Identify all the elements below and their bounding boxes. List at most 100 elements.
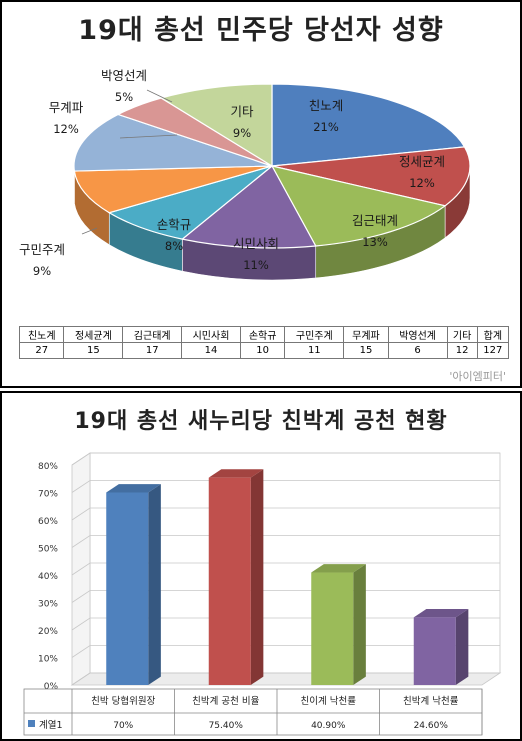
- y-tick-label: 70%: [38, 490, 58, 500]
- table-header-cell: 박영선계: [387, 326, 448, 343]
- bar-1: [208, 469, 264, 685]
- x-category-label: 친박계 낙천률: [403, 695, 459, 707]
- chart-title: 19대 총선 민주당 당선자 성향: [78, 15, 444, 46]
- chart-title: 19대 총선 새누리당 친박계 공천 현황: [74, 409, 448, 434]
- bar-front: [311, 572, 354, 685]
- pie-label-pct-6: 12%: [53, 122, 79, 136]
- pie-label-pct-5: 9%: [33, 264, 51, 278]
- pie-slice-3: [180, 165, 317, 249]
- bar-value-label: 40.90%: [311, 721, 346, 731]
- y-tick-label: 10%: [38, 655, 58, 665]
- pie-slice-6: [73, 113, 273, 172]
- pie-slice-1: [271, 146, 471, 207]
- pie-label-pct-3: 11%: [243, 258, 269, 272]
- y-tick-label: 60%: [38, 517, 58, 527]
- table-value-cell: 6: [387, 342, 448, 359]
- data-table: 친노계 정세균계 김근태계 시민사회 손학규 구민주계 무계파 박영선계 기타 합계 27 15 17…: [18, 326, 510, 359]
- table-header-cell: 무계파: [343, 326, 389, 343]
- leader-line-2: [81, 227, 98, 235]
- table-header-cell: 손학규: [239, 326, 286, 343]
- table-value-cell: 27: [18, 342, 65, 359]
- gridline: [71, 562, 500, 576]
- bar-side: [455, 608, 469, 685]
- table-value-cell: 10: [239, 342, 286, 359]
- leader-line-0: [119, 134, 178, 139]
- pie-label-name-5: 구민주계: [19, 242, 65, 257]
- pie-label-pct-0: 21%: [313, 120, 339, 134]
- y-tick-label: 40%: [38, 572, 58, 582]
- bar-front: [208, 477, 251, 685]
- watermark: '아이엠피터': [449, 370, 506, 383]
- table-header-cell: 기타: [446, 326, 478, 343]
- legend-swatch: [28, 720, 35, 727]
- pie-label-name-1: 정세균계: [399, 154, 445, 169]
- pie-label-name-8: 기타: [230, 104, 254, 119]
- table-value-cell: 11: [284, 342, 345, 359]
- table-value-cell: 17: [122, 342, 183, 359]
- pie-slice-4: [107, 165, 273, 240]
- data-table: 친박 당협위원장 70% 친박계 공천 비율 75.40% 친이계 낙천률 40.90% 친…: [23, 688, 483, 736]
- pie-label-name-6: 무계파: [49, 100, 84, 115]
- table-header-cell: 합계: [476, 326, 510, 343]
- bar-2: [311, 564, 366, 685]
- pie-slice-5: [73, 165, 273, 214]
- x-category-label: 친박계 공천 비율: [192, 695, 259, 707]
- bar-value-label: 70%: [113, 721, 133, 731]
- table-value-cell: 14: [181, 342, 241, 359]
- table-frame: [23, 688, 483, 736]
- pie-tops: [73, 83, 471, 249]
- bar-top: [413, 608, 469, 618]
- pie-label-name-3: 시민사회: [233, 236, 279, 251]
- gridline: [71, 507, 500, 521]
- gridline: [71, 535, 500, 548]
- pie-label-pct-8: 9%: [233, 126, 251, 140]
- pie-labels: 친노계 21% 정세균계 12% 김근태계 13% 시민사회 11% 손학규 8% 구민주계 9% 무계…: [19, 68, 445, 278]
- bar-top: [208, 469, 264, 478]
- table-value-cell: 15: [343, 342, 389, 359]
- table-header-cell: 친노계: [18, 326, 65, 343]
- leader-line-1: [146, 89, 173, 103]
- y-tick-label: 0%: [44, 682, 59, 692]
- y-tick-label: 30%: [38, 600, 58, 610]
- table-header-row: 친노계 정세균계 김근태계 시민사회 손학규 구민주계 무계파 박영선계 기타 합계: [18, 326, 510, 343]
- pie-label-name-2: 김근태계: [352, 213, 398, 228]
- pie-chart: 친노계 21% 정세균계 12% 김근태계 13% 시민사회 11% 손학규 8% 구민주계 9% 무계…: [19, 68, 471, 281]
- legend-label: 계열1: [39, 719, 63, 731]
- y-tick-label: 80%: [38, 462, 58, 472]
- x-category-label: 친박 당협위원장: [91, 695, 155, 707]
- panel-saenuri-party: 19대 총선 새누리당 친박계 공천 현황 0% 10% 20% 30% 40% 50% 6…: [0, 391, 522, 741]
- pie-label-name-0: 친노계: [309, 98, 344, 113]
- bar-side: [353, 564, 366, 685]
- pie-label-pct-2: 13%: [362, 235, 388, 249]
- panel-democratic-party: 19대 총선 민주당 당선자 성향 친노계 21% 정세균계 12% 김근태계 13% 시민…: [0, 0, 522, 388]
- bar-side: [148, 484, 161, 685]
- bar-value-label: 24.60%: [414, 721, 449, 731]
- bar-value-label: 75.40%: [209, 721, 244, 731]
- pie-label-pct-1: 12%: [409, 176, 435, 190]
- table-value-cell: 127: [476, 342, 510, 359]
- pie-slice-2: [270, 165, 447, 247]
- table-header-cell: 김근태계: [122, 326, 183, 343]
- pie-label-name-7: 박영선계: [101, 68, 147, 83]
- pie-slice-0: [271, 83, 466, 167]
- table-value-cell: 15: [63, 342, 124, 359]
- bar-top: [106, 484, 161, 493]
- table-value-cell: 12: [446, 342, 478, 359]
- x-category-label: 친이계 낙천률: [301, 695, 357, 707]
- bars: [106, 469, 469, 685]
- y-tick-label: 20%: [38, 627, 58, 637]
- pie-label-pct-7: 5%: [115, 90, 133, 104]
- table-value-row: 27 15 17 14 10 11 15 6 12 127: [18, 342, 510, 359]
- bar-front: [413, 617, 456, 685]
- bar-front: [106, 492, 149, 685]
- table-header-cell: 정세균계: [63, 326, 124, 343]
- grid: 0% 10% 20% 30% 40% 50% 60% 70% 80%: [38, 452, 502, 692]
- gridline: [71, 480, 500, 493]
- pie-label-name-4: 손학규: [157, 217, 192, 232]
- pie-slice-8: [159, 83, 273, 168]
- bar-side: [250, 469, 264, 685]
- bar-0: [106, 484, 161, 685]
- gridline: [71, 452, 500, 466]
- pie-label-pct-4: 8%: [165, 239, 183, 253]
- bar-3: [413, 608, 469, 685]
